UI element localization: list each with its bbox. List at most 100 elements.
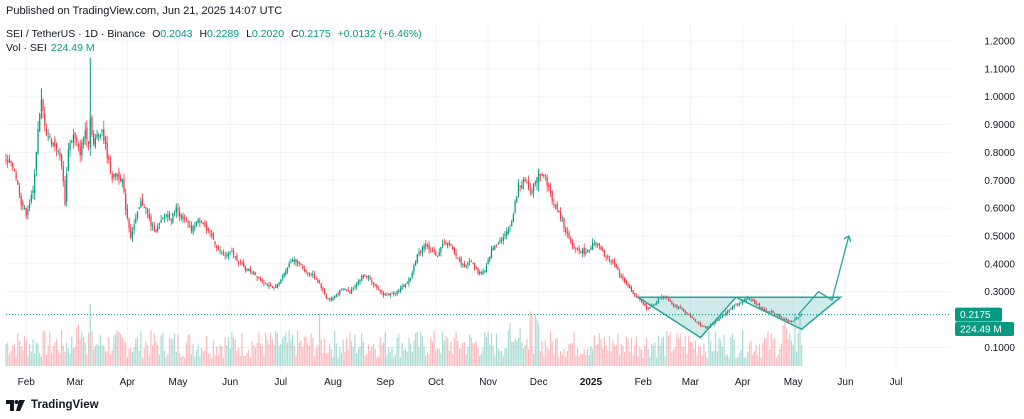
candle xyxy=(71,139,73,144)
candle-body xyxy=(597,245,599,246)
candle xyxy=(270,282,272,287)
time-tick-label: May xyxy=(784,377,803,388)
candle-body xyxy=(748,298,751,300)
candle xyxy=(256,275,258,282)
candle xyxy=(735,302,737,306)
candle-body xyxy=(671,301,673,305)
candle xyxy=(581,247,584,258)
candle xyxy=(755,300,757,307)
candle xyxy=(389,292,391,298)
volume-bar xyxy=(731,333,734,366)
candle xyxy=(261,278,263,284)
volume-bar xyxy=(77,323,80,366)
candle-body xyxy=(425,243,427,247)
candle-body xyxy=(305,270,307,273)
volume-bar xyxy=(106,351,108,366)
candle-body xyxy=(473,262,476,268)
volume-bar xyxy=(484,332,486,366)
volume-bar xyxy=(125,342,127,366)
candle-body xyxy=(610,261,612,263)
volume-bar xyxy=(463,342,466,366)
candle-body xyxy=(554,205,557,207)
candle xyxy=(455,249,457,260)
volume-bar xyxy=(211,357,213,366)
candle-body xyxy=(411,272,413,278)
candle xyxy=(401,283,403,291)
footer: TradingView xyxy=(0,395,1024,419)
volume-bar xyxy=(374,348,376,366)
candle xyxy=(318,279,321,284)
candle-body xyxy=(111,173,113,180)
candle-body xyxy=(157,226,159,231)
pattern-right-shoulder-area[interactable] xyxy=(735,296,843,331)
volume-bar xyxy=(81,331,83,366)
candle xyxy=(627,281,629,289)
symbol-label[interactable]: SEI / TetherUS · 1D · Binance xyxy=(6,28,146,40)
volume-bar xyxy=(249,357,252,366)
candle-body xyxy=(600,245,602,251)
candle-body xyxy=(598,243,601,246)
volume-bar xyxy=(158,354,160,366)
volume-bar xyxy=(694,340,697,366)
candle xyxy=(7,154,9,168)
candle xyxy=(231,247,233,253)
candle xyxy=(54,136,56,152)
volume-label[interactable]: Vol · SEI xyxy=(6,42,47,54)
price-chart[interactable]: 1.2000 1.1000 1.0000 0.9000 0.8000 0.7000 0.60… xyxy=(0,0,1024,395)
volume-bar xyxy=(603,337,606,366)
candle-body xyxy=(691,316,693,318)
candle xyxy=(738,301,740,307)
candle xyxy=(704,325,707,329)
projection-line[interactable] xyxy=(797,235,850,316)
volume-bar xyxy=(597,343,599,366)
volume-bar xyxy=(745,357,747,366)
price-axis[interactable]: 1.2000 1.1000 1.0000 0.9000 0.8000 0.7000 0.60… xyxy=(984,37,1015,354)
candle xyxy=(543,173,545,179)
candle-body xyxy=(684,310,686,314)
volume-bar xyxy=(298,342,300,366)
candle xyxy=(330,296,332,303)
candle-body xyxy=(519,186,521,187)
volume-bar xyxy=(10,351,12,366)
volume-bar xyxy=(445,335,447,366)
volume-bar xyxy=(12,345,14,366)
candle xyxy=(443,238,445,246)
candle-body xyxy=(138,207,140,210)
candle xyxy=(703,325,705,328)
volume-bar xyxy=(278,346,280,366)
candle xyxy=(114,172,117,181)
candle-body xyxy=(745,298,747,301)
time-axis[interactable]: Feb Mar Apr May Jun Jul Aug Sep Oct Nov Dec 2025 Feb… xyxy=(18,377,903,388)
candle xyxy=(177,203,179,217)
candle xyxy=(426,242,429,249)
candle-body xyxy=(66,173,68,203)
volume-bar xyxy=(17,333,19,366)
volume-bar xyxy=(152,345,154,366)
candle xyxy=(435,250,437,257)
volume-bar xyxy=(684,335,686,366)
volume-bar xyxy=(155,341,157,366)
tradingview-logo[interactable]: TradingView xyxy=(6,399,99,411)
candle-body xyxy=(103,128,105,141)
volume-bar xyxy=(730,337,732,366)
candle xyxy=(197,217,199,224)
volume-bar xyxy=(18,341,21,366)
volume-bar xyxy=(541,340,543,366)
volume-bar xyxy=(108,337,110,366)
pattern-drawing[interactable] xyxy=(635,234,852,339)
volume-bar xyxy=(329,343,331,366)
candle xyxy=(283,272,285,279)
volume-bar xyxy=(162,332,164,366)
volume-bar xyxy=(99,334,101,366)
volume-bar xyxy=(270,332,272,366)
candle-body xyxy=(173,214,176,216)
candle xyxy=(379,289,381,294)
volume-bar xyxy=(458,348,461,366)
candle xyxy=(768,310,771,314)
candle xyxy=(566,226,568,238)
volume-bar xyxy=(379,337,381,366)
candle-body xyxy=(50,139,53,144)
candle-body xyxy=(118,171,120,179)
candle-body xyxy=(502,237,504,241)
candle xyxy=(339,289,341,297)
